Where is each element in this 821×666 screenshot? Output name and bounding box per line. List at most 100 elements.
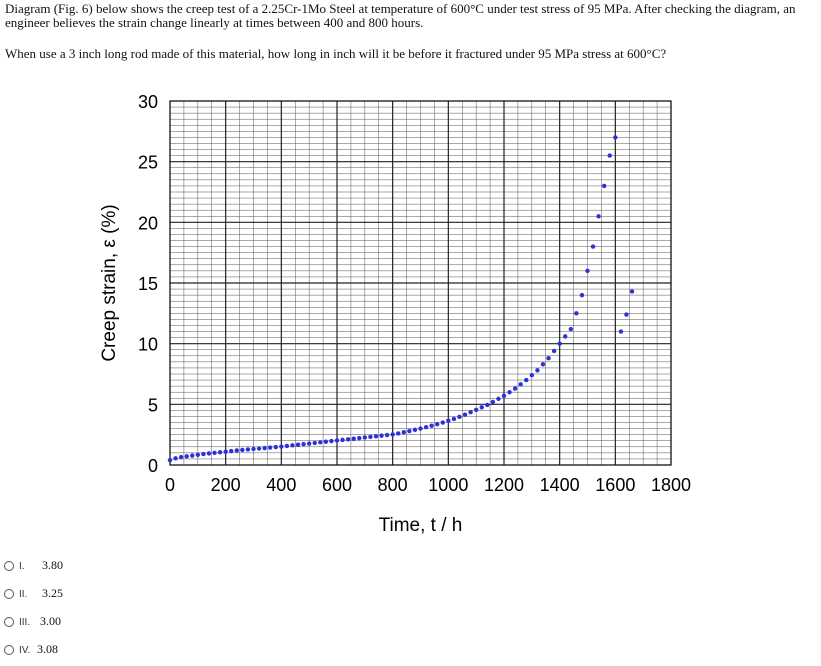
data-point [418, 426, 423, 431]
x-axis-label: Time, t / h [379, 515, 463, 536]
data-point [212, 450, 217, 456]
option-value: 3.80 [42, 558, 63, 572]
data-point [496, 396, 501, 402]
data-point [462, 412, 468, 417]
x-tick-label: 600 [322, 475, 352, 495]
data-point [273, 444, 278, 450]
data-point [190, 453, 195, 458]
x-tick-label: 200 [211, 475, 241, 495]
data-point [312, 440, 317, 446]
data-point [590, 244, 596, 249]
x-tick-labels: 0 200 400 600 800 1000 1200 1400 1600 1800 [165, 475, 691, 495]
data-point [607, 153, 612, 158]
data-point [329, 438, 334, 444]
data-point [574, 311, 579, 316]
data-point [451, 416, 457, 422]
data-point [167, 457, 173, 463]
option-numeral: III. [19, 617, 31, 628]
data-point [256, 446, 262, 451]
data-point [457, 414, 462, 420]
option-4[interactable]: IV. 3.08 [4, 642, 84, 660]
y-tick-label: 15 [138, 274, 158, 294]
data-point [429, 423, 434, 428]
data-point [529, 373, 535, 378]
data-point [251, 446, 256, 452]
y-axis-label: Creep strain, ε (%) [99, 204, 120, 361]
option-value: 3.25 [42, 586, 63, 600]
data-point [446, 418, 451, 423]
data-point [295, 442, 301, 447]
option-3[interactable]: III. 3.00 [4, 614, 84, 632]
data-point [629, 289, 635, 294]
data-point [362, 435, 368, 440]
x-tick-label: 1200 [484, 475, 524, 495]
y-tick-label: 0 [148, 456, 158, 476]
data-point [184, 454, 189, 459]
x-tick-label: 1600 [595, 475, 635, 495]
data-point [173, 456, 178, 461]
data-point [479, 405, 484, 410]
x-tick-label: 1400 [540, 475, 580, 495]
y-tick-labels: 0 5 10 15 20 25 30 [138, 92, 158, 476]
data-point [384, 432, 390, 438]
data-point [585, 268, 590, 274]
data-point [423, 424, 429, 430]
data-point [217, 450, 223, 455]
data-point [396, 431, 401, 436]
data-point [501, 393, 507, 399]
series-points [167, 135, 635, 463]
y-tick-label: 25 [138, 153, 158, 173]
data-point [596, 214, 601, 219]
data-point [540, 362, 546, 367]
data-point [178, 454, 184, 460]
data-point [284, 443, 290, 449]
data-point [412, 427, 418, 433]
data-point [373, 434, 379, 439]
data-point [401, 430, 406, 435]
y-tick-label: 30 [138, 92, 158, 112]
option-value: 3.00 [40, 614, 61, 628]
question-intro: Diagram (Fig. 6) below shows the creep t… [5, 1, 796, 30]
x-tick-label: 800 [378, 475, 408, 495]
data-point [468, 410, 473, 415]
data-point [229, 448, 234, 454]
data-point [262, 445, 267, 451]
radio-icon[interactable] [4, 561, 14, 571]
x-tick-label: 400 [266, 475, 296, 495]
radio-icon[interactable] [4, 645, 14, 655]
data-point [201, 451, 206, 457]
radio-icon[interactable] [4, 589, 14, 599]
data-point [351, 436, 356, 441]
data-point [524, 377, 529, 383]
data-point [512, 386, 518, 391]
major-gridlines [170, 101, 671, 465]
data-point [535, 368, 540, 373]
data-point [379, 433, 384, 438]
data-point [390, 432, 395, 437]
x-tick-label: 0 [165, 475, 175, 495]
data-point [435, 422, 440, 427]
data-point [195, 452, 201, 458]
x-tick-label: 1000 [428, 475, 468, 495]
y-tick-label: 5 [148, 395, 158, 415]
option-2[interactable]: II. 3.25 [4, 586, 84, 604]
data-point [624, 312, 629, 317]
data-point [268, 445, 273, 450]
data-point [551, 348, 557, 354]
data-point [602, 183, 607, 189]
data-point [557, 341, 562, 346]
data-point [618, 329, 624, 334]
option-numeral: I. [19, 561, 25, 572]
data-point [440, 420, 445, 425]
radio-icon[interactable] [4, 617, 14, 627]
x-tick-label: 1800 [651, 475, 691, 495]
y-tick-label: 10 [138, 335, 158, 355]
data-point [301, 441, 306, 447]
option-1[interactable]: I. 3.80 [4, 558, 84, 576]
option-numeral: II. [19, 589, 28, 600]
data-point [334, 438, 340, 443]
data-point [507, 390, 512, 395]
plot-frame [169, 100, 672, 466]
data-point [563, 334, 568, 339]
data-point [323, 439, 329, 444]
